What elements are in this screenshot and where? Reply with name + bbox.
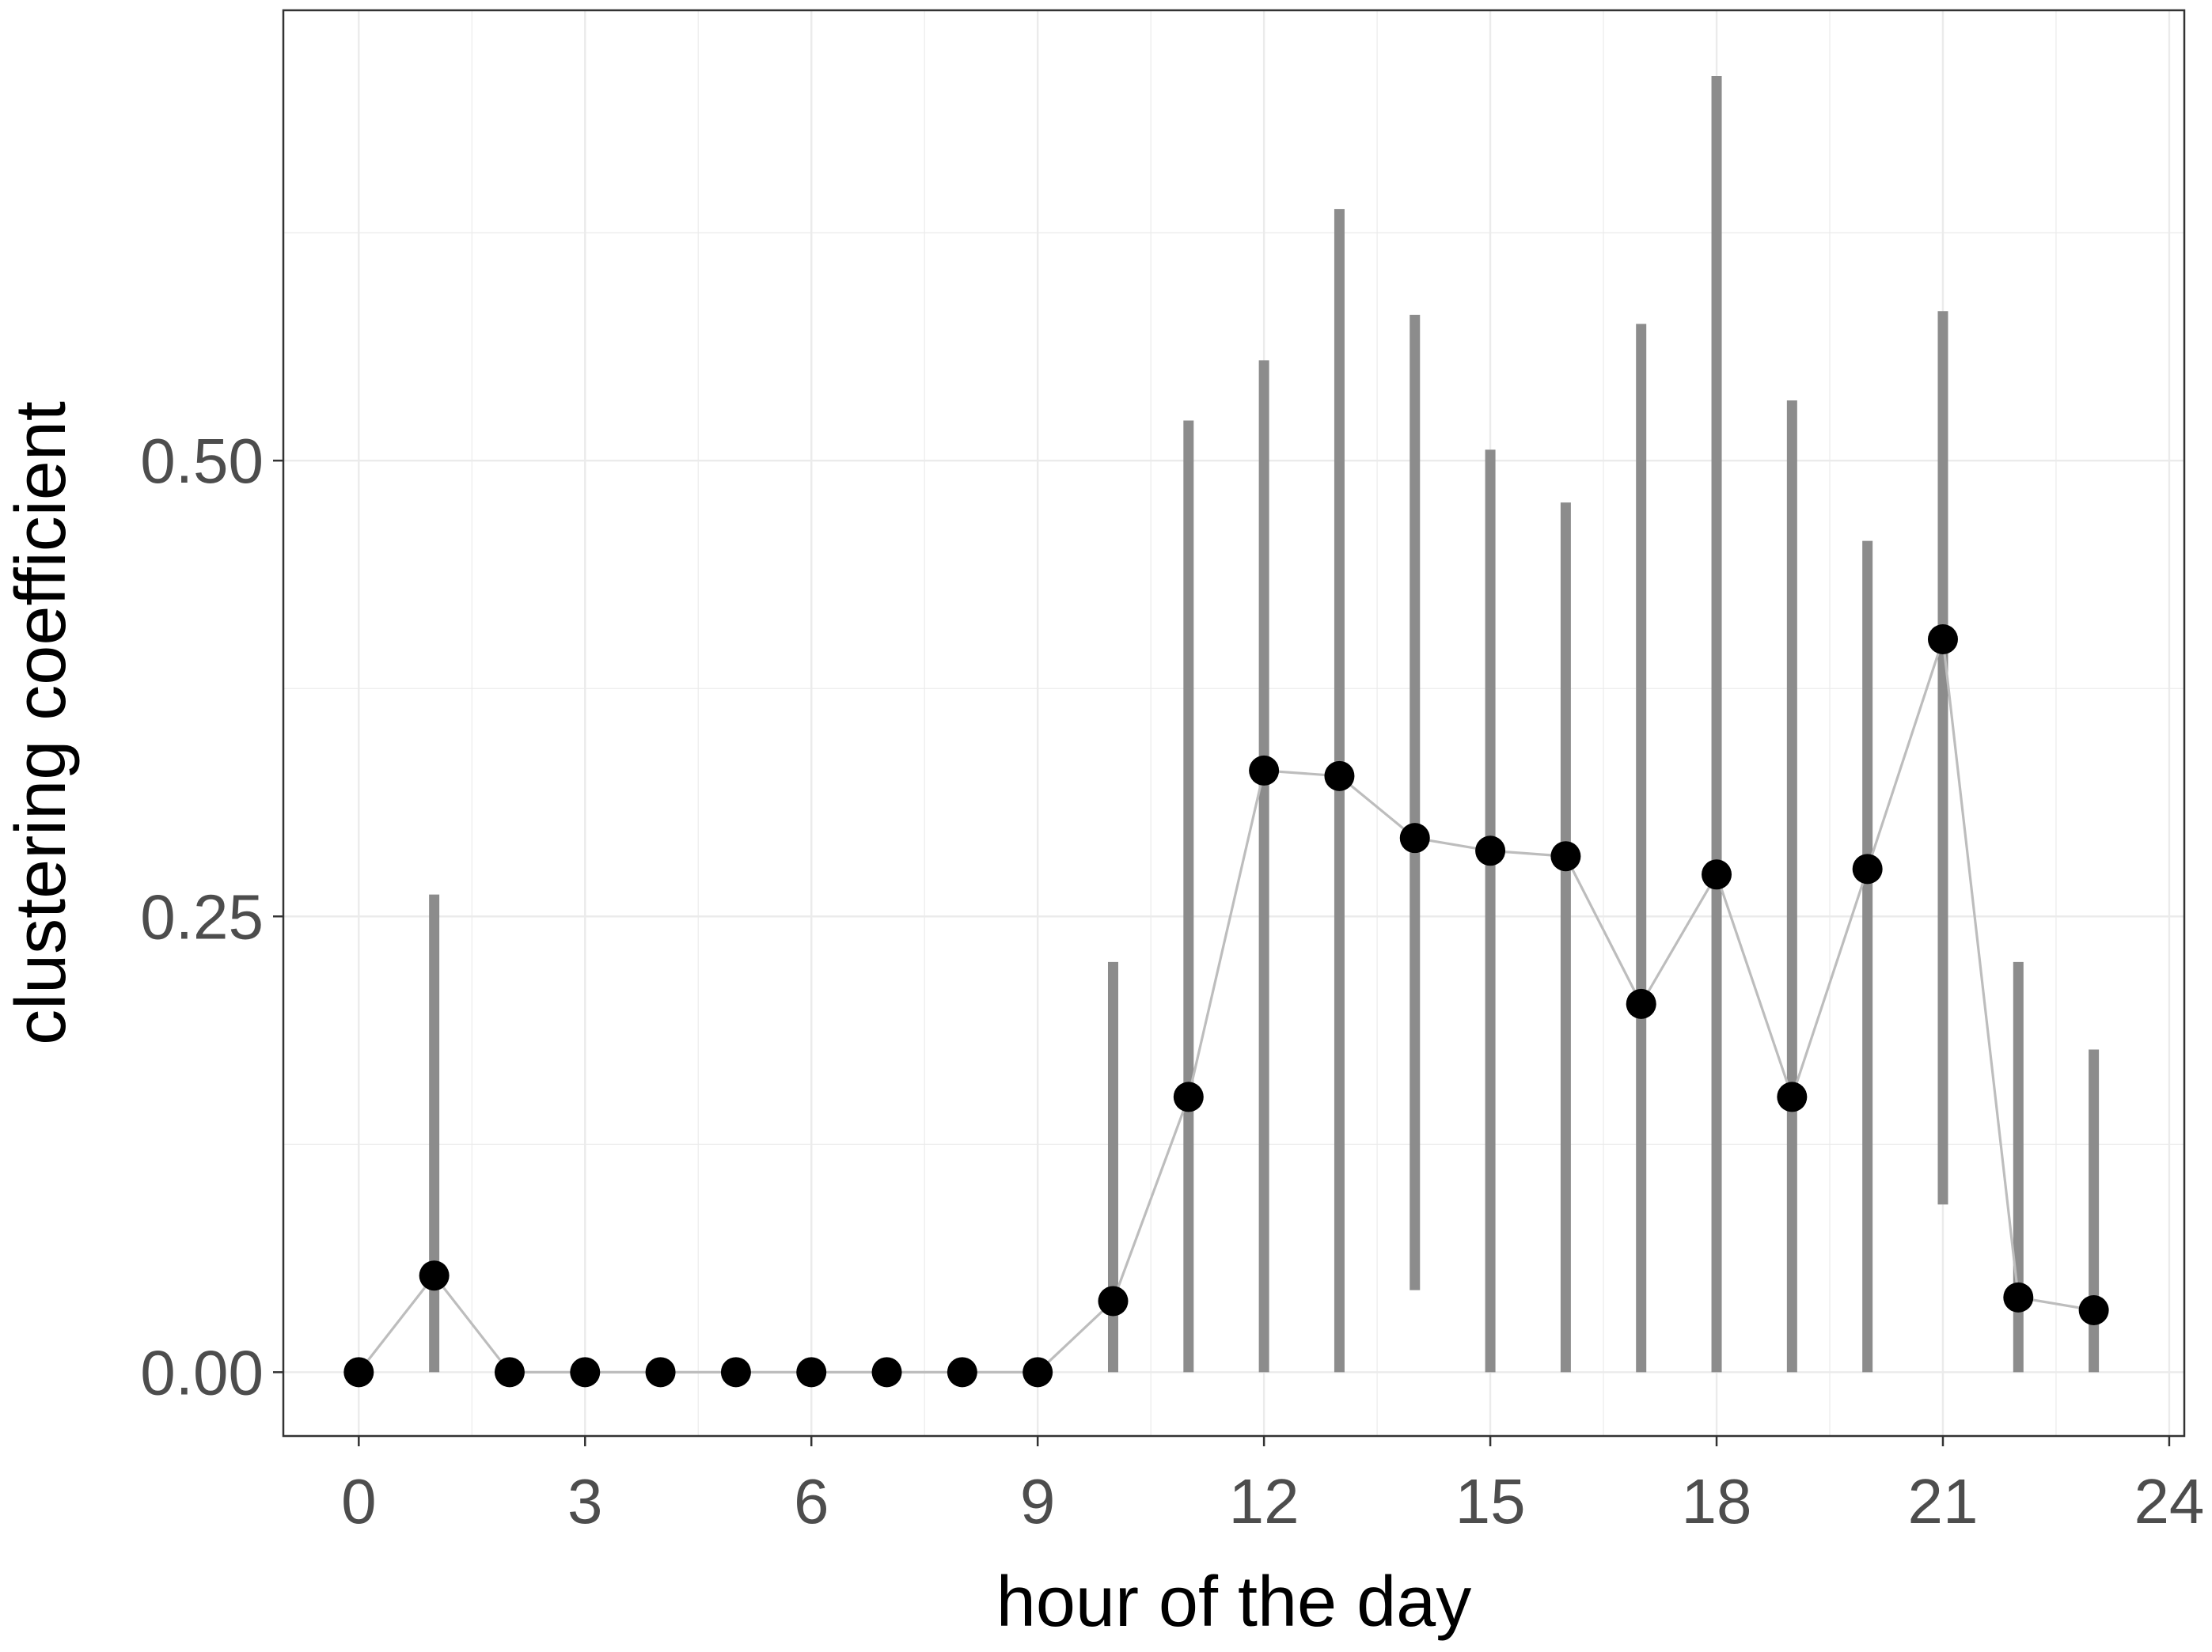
data-point-hour-2	[494, 1357, 525, 1388]
y-axis-title: clustering coefficient	[2, 401, 81, 1045]
x-tick-label: 3	[567, 1466, 603, 1536]
data-point-hour-18	[1702, 859, 1732, 890]
data-point-hour-23	[2078, 1295, 2109, 1325]
grid-layer	[283, 10, 2184, 1436]
x-tick-label: 9	[1020, 1466, 1056, 1536]
data-point-hour-12	[1249, 755, 1280, 786]
y-tick-label: 0.25	[140, 881, 264, 952]
data-point-hour-20	[1852, 854, 1883, 885]
x-tick-label: 18	[1682, 1466, 1752, 1536]
y-tick-label: 0.50	[140, 426, 264, 496]
axis-tick-labels: 0 3 6 9 12 15 18 21 24 0.00 0.25 0.50	[140, 426, 2204, 1536]
data-point-hour-21	[1927, 624, 1958, 654]
series-line	[358, 638, 2094, 1374]
data-point-hour-6	[796, 1357, 827, 1388]
data-point-hour-1	[419, 1260, 450, 1291]
data-point-hour-14	[1399, 823, 1430, 854]
data-point-hour-13	[1324, 760, 1355, 791]
error-bars	[429, 75, 2100, 1373]
x-tick-label: 24	[2134, 1466, 2204, 1536]
data-point-hour-8	[947, 1357, 977, 1388]
x-tick-label: 6	[794, 1466, 829, 1536]
data-point-hour-4	[645, 1357, 676, 1388]
data-point-hour-5	[720, 1357, 751, 1388]
data-points	[343, 624, 2109, 1388]
data-point-hour-15	[1475, 835, 1506, 866]
series-line-layer	[358, 638, 2094, 1374]
y-tick-label: 0.00	[140, 1337, 264, 1408]
data-point-hour-10	[1098, 1286, 1129, 1317]
data-point-hour-3	[570, 1357, 601, 1388]
data-point-hour-17	[1626, 988, 1656, 1019]
data-point-hour-22	[2003, 1282, 2034, 1313]
data-point-hour-9	[1023, 1357, 1053, 1388]
data-point-hour-0	[343, 1357, 374, 1388]
data-point-hour-16	[1550, 841, 1581, 872]
x-tick-label: 21	[1907, 1466, 1978, 1536]
data-point-hour-7	[871, 1357, 902, 1388]
x-tick-label: 15	[1455, 1466, 1526, 1536]
data-point-hour-11	[1173, 1082, 1204, 1112]
plot-panel-border	[282, 9, 2186, 1438]
x-tick-label: 0	[341, 1466, 377, 1536]
data-point-hour-19	[1777, 1082, 1808, 1112]
axis-ticks	[273, 459, 2171, 1446]
x-tick-label: 12	[1229, 1466, 1300, 1536]
x-axis-title: hour of the day	[996, 1563, 1471, 1642]
